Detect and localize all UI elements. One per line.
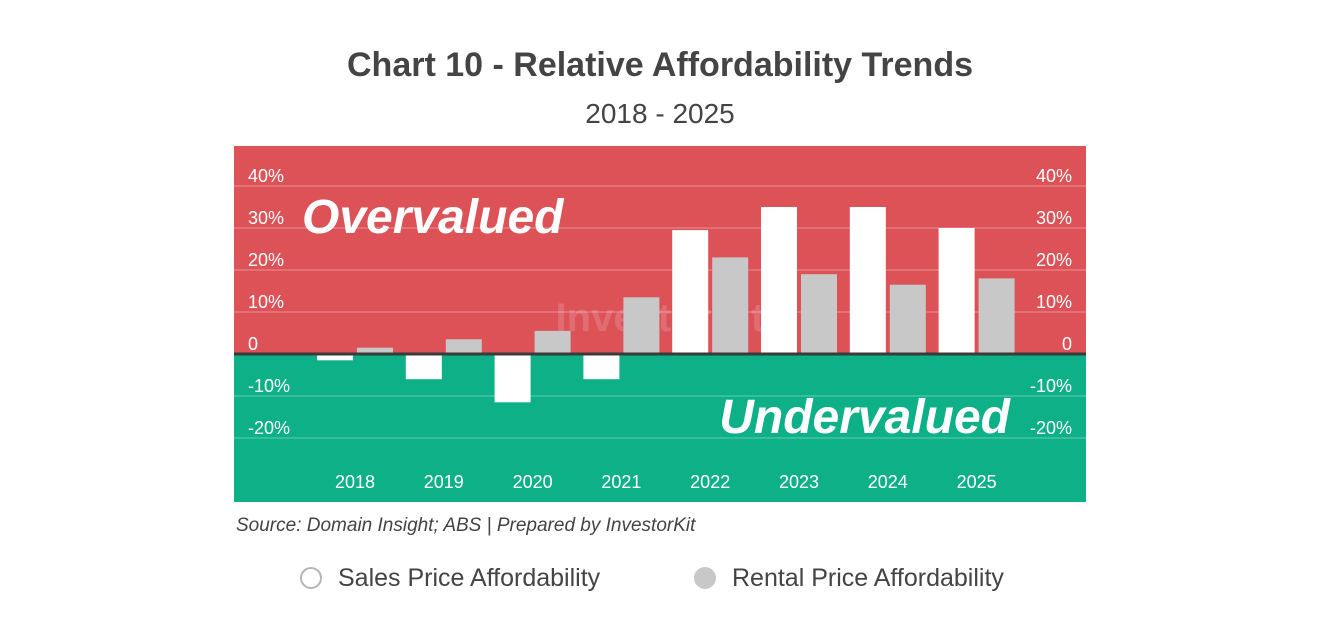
y-tick-label-left: 0 <box>248 334 258 354</box>
y-tick-label-left: 30% <box>248 208 284 228</box>
bar-rental-2022 <box>712 257 749 354</box>
bar-sales-2023 <box>761 207 797 354</box>
chart-source-note: Source: Domain Insight; ABS | Prepared b… <box>236 515 696 536</box>
bar-rental-2018 <box>357 347 393 354</box>
y-tick-label-right: 40% <box>1036 166 1072 186</box>
chart-subtitle: 2018 - 2025 <box>585 98 735 129</box>
y-tick-label-left: -10% <box>248 376 290 396</box>
chart-legend: Sales Price Affordability Rental Price A… <box>0 560 1320 596</box>
x-tick-label: 2021 <box>601 472 641 492</box>
legend-label-rental: Rental Price Affordability <box>732 563 1004 592</box>
x-tick-label: 2018 <box>335 472 375 492</box>
y-tick-label-right: 20% <box>1036 250 1072 270</box>
bar-sales-2024 <box>849 207 886 354</box>
overvalued-label: Overvalued <box>302 191 565 244</box>
bar-rental-2019 <box>445 339 482 354</box>
bar-rental-2023 <box>801 274 837 354</box>
legend-marker-rental <box>694 567 716 589</box>
x-tick-label: 2022 <box>690 472 730 492</box>
bar-rental-2021 <box>623 297 660 354</box>
bar-rental-2020 <box>534 330 571 354</box>
bar-sales-2025 <box>938 228 975 354</box>
legend-label-sales: Sales Price Affordability <box>338 563 601 592</box>
bar-sales-2020 <box>494 354 531 403</box>
y-tick-label-right: -20% <box>1030 418 1072 438</box>
y-tick-label-left: 20% <box>248 250 284 270</box>
y-tick-label-left: 40% <box>248 166 284 186</box>
y-tick-label-right: -10% <box>1030 376 1072 396</box>
legend-marker-sales <box>300 567 322 589</box>
chart-title: Chart 10 - Relative Affordability Trends <box>347 46 973 84</box>
x-tick-label: 2019 <box>424 472 464 492</box>
y-tick-label-right: 10% <box>1036 292 1072 312</box>
bar-sales-2021 <box>583 354 620 380</box>
x-tick-label: 2023 <box>779 472 819 492</box>
y-tick-label-right: 0 <box>1062 334 1072 354</box>
legend-item-rental[interactable]: Rental Price Affordability <box>694 560 1004 596</box>
bar-sales-2022 <box>672 230 709 354</box>
undervalued-label: Undervalued <box>719 391 1011 444</box>
y-tick-label-left: 10% <box>248 292 284 312</box>
x-tick-label: 2020 <box>513 472 553 492</box>
bar-rental-2024 <box>889 284 926 354</box>
bar-sales-2019 <box>405 354 442 380</box>
bar-rental-2025 <box>978 278 1015 354</box>
x-tick-label: 2025 <box>957 472 997 492</box>
legend-item-sales[interactable]: Sales Price Affordability <box>300 560 600 596</box>
bar-sales-2018 <box>317 354 353 361</box>
x-tick-label: 2024 <box>868 472 908 492</box>
y-tick-label-left: -20% <box>248 418 290 438</box>
y-tick-label-right: 30% <box>1036 208 1072 228</box>
undervalued-zone <box>234 354 1086 502</box>
